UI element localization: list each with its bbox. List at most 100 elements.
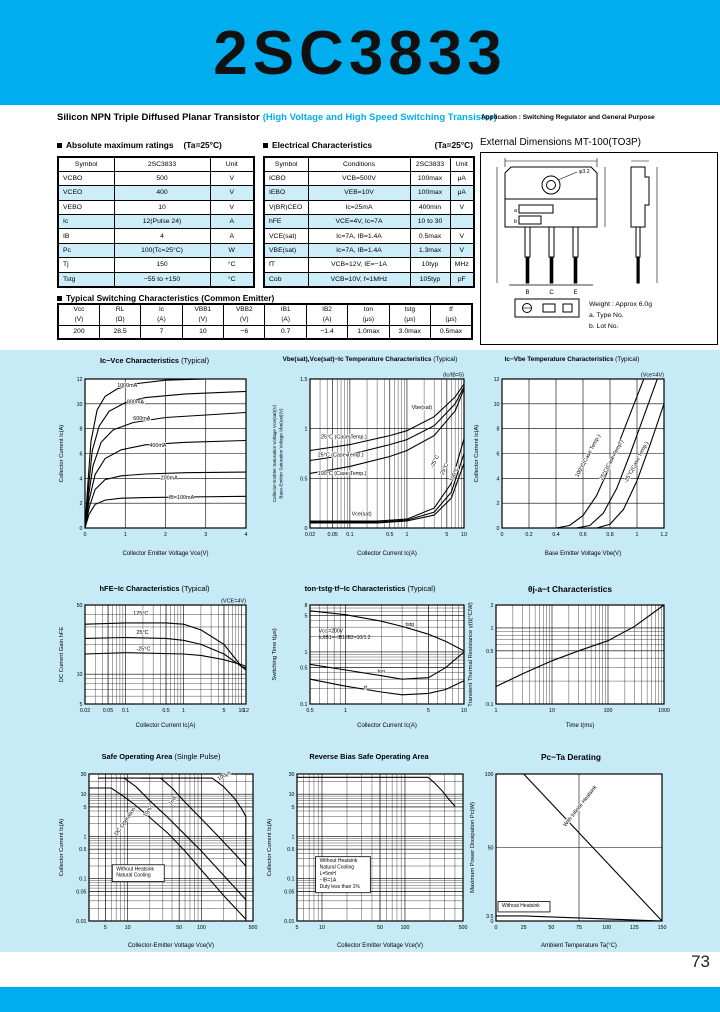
- table-cell: 400: [113, 185, 211, 201]
- y-tick-label: 1: [491, 626, 494, 632]
- table-cell: VEBO: [57, 199, 115, 216]
- x-tick-label: 0.05: [328, 532, 338, 538]
- symbol: Vcc: [73, 306, 85, 313]
- chart-curve-tstg: [309, 610, 465, 652]
- chart-plot: 5 10 50 100 500 0.01 0.05 0.1 0.5 1 5 10 30 Collector…: [267, 772, 467, 949]
- type-no-note: a. Type No.: [589, 312, 624, 319]
- y-tick-label: 0.5: [287, 847, 294, 853]
- table-cell: 100max: [409, 170, 451, 187]
- symbol: VBB2: [235, 306, 253, 313]
- unit: (Ω): [115, 316, 125, 323]
- column-header: Unit: [449, 156, 475, 172]
- unit: (μs): [404, 316, 416, 323]
- x-tick-label: 150: [658, 925, 667, 931]
- symbol: tf: [449, 306, 453, 313]
- chart-condition-note: (VCE=4V): [221, 599, 246, 605]
- table-cell: fT: [263, 257, 309, 273]
- y-tick-label: 0.1: [486, 702, 493, 708]
- curve-label: Vce(sat): [352, 511, 372, 517]
- table-cell: 1.0max: [347, 325, 390, 339]
- table-cell: −1.4: [305, 325, 349, 339]
- chart-pc-ta-derating: Pc−Ta Derating 0 25 50 75 100 125 150 0 50 100 3.5 A…: [468, 752, 674, 950]
- y-axis-label: Switching Time t(μs): [272, 628, 278, 680]
- table-cell: pF: [449, 271, 475, 288]
- column-header: 2SC3833: [409, 156, 451, 172]
- x-tick-label: 100: [604, 708, 613, 714]
- x-tick-label: 100: [197, 925, 206, 931]
- table-row: Ic 12(Pulse 24) A: [57, 214, 255, 230]
- note-box: [497, 901, 551, 913]
- y-tick-label: 2: [491, 603, 494, 609]
- table-cell: 10: [113, 199, 211, 216]
- table-cell: Ic=7A, IB=1.4A: [307, 242, 411, 259]
- table-cell: VCE(sat): [263, 228, 309, 244]
- y-tick-label: 0: [80, 526, 83, 532]
- x-tick-label: 1: [495, 708, 498, 714]
- chart-title-main: hFE−Ic Characteristics: [99, 584, 180, 593]
- chart-curve-25c: [576, 378, 658, 529]
- chart-curve-ib-1000ma: [84, 378, 246, 529]
- note-line: Without Heatsink: [320, 858, 358, 864]
- y-axis-label: DC Current Gain hFE: [59, 627, 65, 683]
- column-header: VBB1 (V): [181, 303, 225, 326]
- y-axis-label: Transient Thermal Resistance γ(t)(°C/W): [468, 602, 474, 706]
- x-tick-label: 0.05: [103, 708, 113, 714]
- y-tick-label: 0: [305, 526, 308, 532]
- x-tick-label: 0.02: [305, 532, 315, 538]
- chart-plot: 0.02 0.05 0.1 0.5 1 5 10 0 0.5 1 1.5 Collector Curr…: [272, 373, 467, 558]
- y-tick-label: 0: [497, 526, 500, 532]
- x-axis-label: Collector Emitter Voltage Vce(V): [337, 943, 423, 949]
- note-box: [111, 864, 165, 882]
- chart-title: Safe Operating Area (Single Pulse): [57, 752, 265, 765]
- x-tick-label: 1000: [658, 708, 670, 714]
- y-tick-label: 0.5: [486, 649, 493, 655]
- y-axis-label: Collector Current Ic(A): [474, 425, 480, 483]
- column-header: IB2 (A): [305, 303, 349, 326]
- chart-title: Vbe(sat),Vce(sat)−Ic Temperature Charact…: [270, 356, 470, 369]
- column-header: Ic (A): [140, 303, 183, 326]
- table-row: IEBO VEB=10V 100max μA: [263, 185, 475, 201]
- curve-label: 100°C (Case Temp.): [318, 471, 367, 477]
- chart-curve-tf: [309, 678, 465, 696]
- table-row: hFE VCE=4V, Ic=7A 10 to 30: [263, 214, 475, 230]
- chart-curve-dc-operation: [89, 787, 247, 920]
- chart-title-paren: (Typical): [431, 356, 458, 363]
- y-tick-label: 8: [80, 427, 83, 433]
- chart-reverse-bias-soa: Reverse Bias Safe Operating Area 5 10 50 100…: [265, 752, 473, 950]
- x-tick-label: 1.2: [660, 532, 667, 538]
- curve-label: 600mA: [133, 416, 150, 422]
- chart-title: Ic−Vbe Temperature Characteristics (Typi…: [472, 356, 672, 369]
- chart-curve-theta-ja: [495, 604, 665, 687]
- unit: (μs): [362, 316, 375, 323]
- table-cell: μA: [449, 170, 475, 187]
- note-line: Duty less than 1%: [320, 884, 361, 890]
- x-tick-label: 12: [243, 708, 249, 714]
- x-tick-label: 100: [602, 925, 611, 931]
- electrical-section-title: Electrical Characteristics (Ta=25°C): [263, 140, 473, 150]
- chart-title-main: Safe Operating Area: [101, 752, 173, 761]
- switching-title: Typical Switching Characteristics (Commo…: [66, 293, 275, 303]
- y-tick-label: 1: [84, 834, 87, 840]
- curve-label: Vbe(sat): [412, 405, 433, 411]
- table-cell: hFE: [263, 214, 309, 230]
- x-tick-label: 5: [427, 708, 430, 714]
- marking-a-label: a: [514, 208, 518, 214]
- symbol: tstg: [404, 306, 416, 313]
- chart-title-main: θj-a−t Characteristics: [527, 584, 613, 594]
- y-tick-label: 0.05: [76, 889, 86, 895]
- symbol: VBB1: [194, 306, 212, 313]
- chart-curve-ib-200ma: [84, 471, 247, 529]
- y-axis-label: Collector-Emitter Saturation Voltage Vce…: [272, 404, 277, 502]
- x-tick-label: 100: [401, 925, 410, 931]
- chart-title: ton·tstg·tf−Ic Characteristics (Typical): [270, 584, 470, 596]
- x-axis-label: Time t(ms): [566, 723, 594, 729]
- unit: (μs): [445, 316, 457, 323]
- y-axis-label: Maximum Power Dissipation Pc(W): [470, 802, 476, 893]
- table-cell: IB: [57, 228, 115, 244]
- chart-condition-note: (Ic/IB=5): [443, 373, 464, 379]
- x-tick-label: 75: [576, 925, 582, 931]
- chart-plot: 1 10 100 1000 0.1 0.5 1 2 Time t(ms) Transient Th…: [468, 602, 670, 729]
- note-line: Vcc =200V: [319, 629, 344, 635]
- lot-no-note: b. Lot No.: [589, 323, 619, 330]
- x-axis-label: Collector Current Ic(A): [357, 551, 417, 557]
